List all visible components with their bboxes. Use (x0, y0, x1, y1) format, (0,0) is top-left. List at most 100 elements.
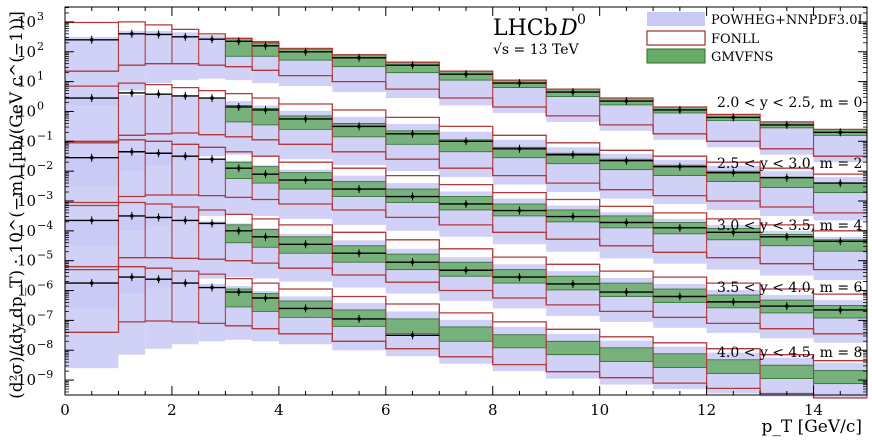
annotation-y-20-25: 2.0 < y < 2.5, m = 0 (717, 95, 862, 111)
powheg-band-bin (65, 284, 119, 369)
data-point (263, 235, 268, 239)
legend-swatch-fonll (646, 30, 706, 46)
y-tick-label: 10 (17, 371, 36, 389)
data-point (410, 333, 415, 338)
x-axis: 0 2 4 6 8 10 12 14 (60, 7, 868, 419)
data-point (130, 214, 134, 218)
y-tick-exponent: −2 (37, 159, 53, 172)
y-tick-label: 10 (17, 192, 36, 210)
y-tick-exponent: 3 (37, 10, 44, 23)
fonll-upper-line (65, 201, 867, 295)
data-point (731, 230, 736, 235)
y-tick-label: 10 (17, 252, 36, 270)
data-point (183, 35, 188, 39)
powheg-band-bin (198, 221, 226, 279)
data-point (785, 123, 789, 127)
gmvfns-band-bin (813, 370, 868, 385)
y-tick-label: 10 (17, 132, 36, 150)
y-tick-label: 10 (17, 341, 36, 359)
data-point (410, 63, 415, 67)
y-tick-exponent: −7 (37, 308, 53, 321)
powheg-band-bin (171, 218, 199, 282)
data-point (731, 115, 736, 120)
powheg-band-bin (118, 280, 146, 355)
data-point (678, 108, 682, 112)
y-tick-exponent: −4 (37, 219, 53, 232)
series-3-points (65, 211, 867, 314)
data-point (263, 44, 268, 48)
x-tick-label: 0 (60, 401, 70, 419)
data-point (517, 146, 522, 151)
y-tick-exponent: 1 (37, 70, 44, 83)
x-tick-label: 14 (804, 401, 823, 419)
x-tick-label: 2 (167, 401, 177, 419)
x-axis-label: p_T [GeV/c] (761, 417, 862, 437)
y-tick-exponent: 2 (37, 40, 44, 53)
series-1-points (65, 88, 867, 188)
data-point (130, 91, 134, 95)
data-point (130, 275, 134, 279)
y-tick-exponent: −9 (37, 368, 53, 381)
x-tick-label: 12 (697, 401, 716, 419)
y-tick-exponent: −3 (37, 189, 53, 202)
legend: POWHEG+NNPDF3.0L FONLL GMVFNS (646, 12, 866, 65)
data-point (464, 72, 468, 76)
data-point (410, 132, 415, 136)
data-point (236, 105, 241, 109)
y-tick-exponent: −6 (37, 279, 53, 292)
y-axis-label: (d²σ)/(dy dp_T) · 10^(−m) [µb/(GeV c^(−1… (7, 11, 27, 399)
data-point (263, 296, 268, 300)
title-text: LHCb (493, 16, 558, 41)
data-point (263, 108, 268, 112)
data-point (156, 92, 161, 96)
data-point (838, 239, 843, 244)
data-point (571, 90, 575, 94)
y-tick-exponent: 0 (37, 99, 44, 112)
data-point (263, 172, 268, 176)
data-point (624, 220, 629, 225)
data-point (357, 251, 361, 256)
y-tick-exponent: −5 (37, 249, 53, 262)
data-point (303, 178, 308, 182)
data-point (156, 151, 161, 156)
data-point (156, 277, 161, 281)
annotation-y-40-45: 4.0 < y < 4.5, m = 8 (717, 345, 862, 361)
data-point (785, 235, 789, 239)
data-point (236, 229, 241, 233)
gmvfns-band-bin (652, 353, 708, 368)
y-tick-label: 10 (17, 311, 36, 329)
x-tick-label: 6 (381, 401, 391, 419)
y-tick-label: 10 (17, 43, 36, 61)
data-point (838, 130, 843, 135)
y-tick-label: 10 (17, 13, 36, 31)
data-point (183, 154, 188, 159)
data-point (210, 221, 214, 226)
powheg-band-bin (145, 280, 172, 349)
gmvfns-band-bin (438, 326, 494, 342)
data-point (210, 285, 214, 290)
annotation-y-30-35: 3.0 < y < 3.5, m = 4 (717, 218, 863, 234)
subtitle-text: √s = 13 TeV (493, 42, 580, 58)
data-point (838, 308, 843, 312)
powheg-band-bin (198, 158, 226, 216)
fonll-upper-line (65, 82, 867, 175)
series-4-points (65, 273, 440, 340)
data-point (236, 39, 241, 44)
data-point (89, 38, 94, 42)
data-point (357, 124, 361, 129)
annotation-y-35-40: 3.5 < y < 4.0, m = 6 (717, 280, 863, 296)
data-point (156, 32, 161, 37)
data-point (183, 281, 188, 285)
data-point (678, 226, 682, 230)
powheg-band-bin (145, 154, 172, 225)
y-tick-label: 10 (17, 162, 36, 180)
title-particle-sup: 0 (577, 12, 586, 28)
chart-title: LHCb D 0 √s = 13 TeV (493, 12, 586, 58)
data-point (731, 300, 736, 304)
data-point (517, 275, 522, 279)
data-point (236, 290, 241, 294)
data-point (210, 157, 214, 162)
fonll-upper-line (65, 139, 867, 232)
